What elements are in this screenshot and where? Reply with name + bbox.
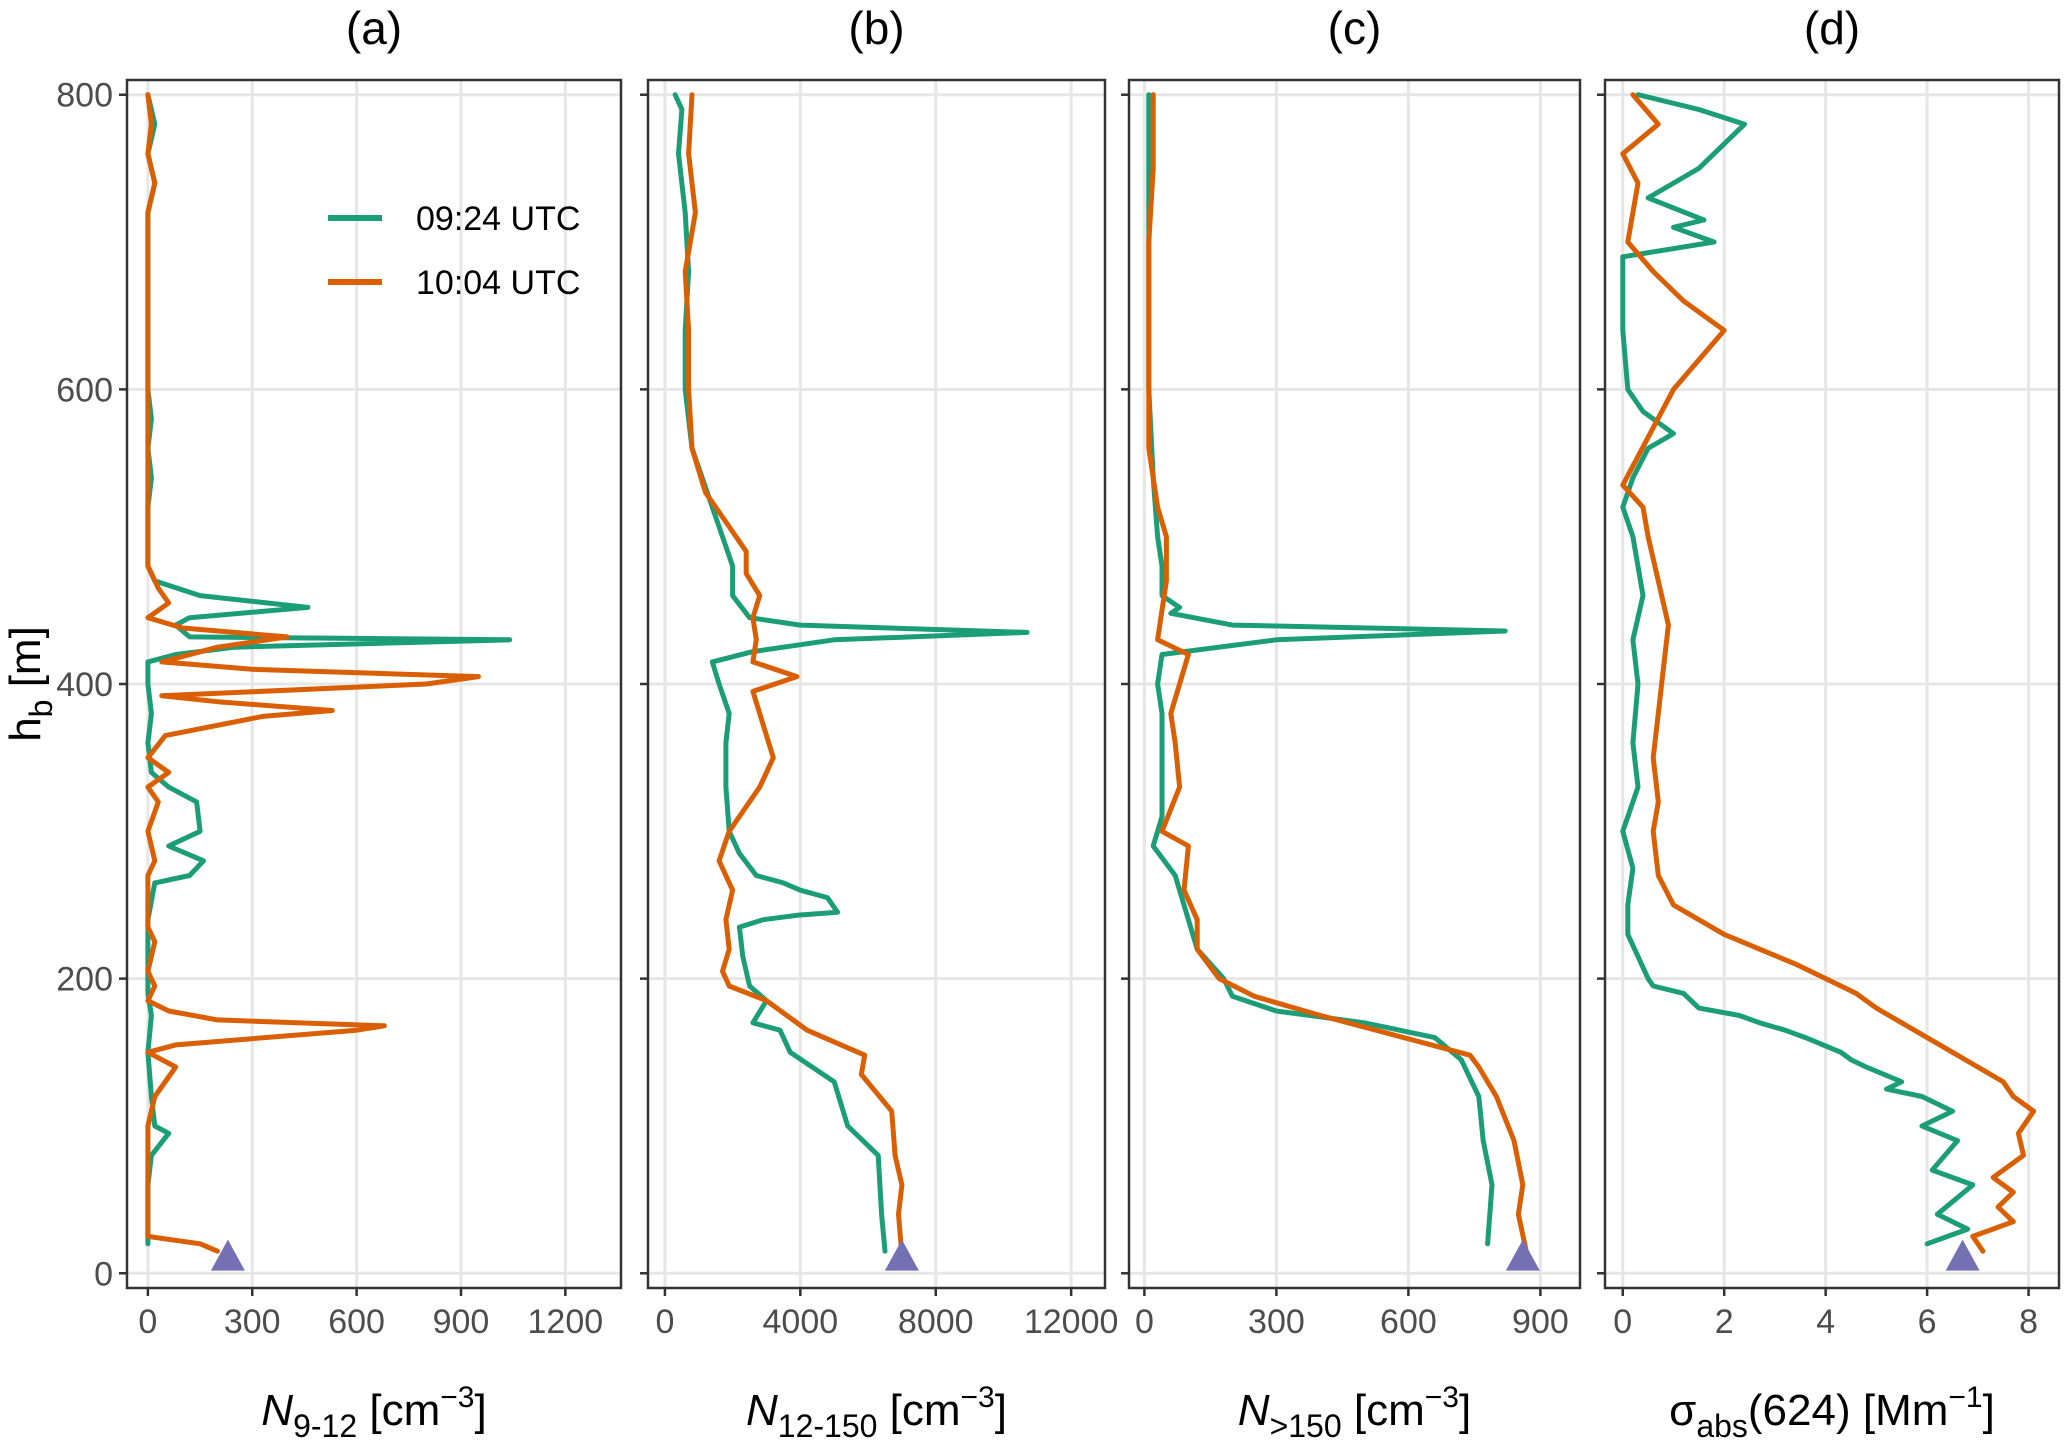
panel-b-xlabel: N12-150 [cm−3] — [746, 1381, 1007, 1440]
panel-a-xtick-label: 600 — [328, 1303, 385, 1341]
ytick-label: 0 — [94, 1255, 113, 1293]
series-layer — [145, 92, 2037, 1271]
panel-c-series-0924 — [1146, 92, 1508, 1247]
panel-c-series-1004 — [1146, 92, 1530, 1259]
legend-label-0: 09:24 UTC — [416, 200, 580, 238]
panel-d-title: (d) — [1804, 2, 1860, 54]
panel-c-frame — [1127, 78, 1582, 1290]
panel-d-xtick-label: 2 — [1715, 1303, 1734, 1341]
panel-c-xtick-label: 900 — [1512, 1303, 1569, 1341]
panel-d-series-0924 — [1620, 92, 1976, 1247]
legend: 09:24 UTC 10:04 UTC — [328, 200, 580, 302]
panel-b-xtick-label: 12000 — [1024, 1303, 1119, 1341]
panel-b-title: (b) — [848, 2, 904, 54]
panel-a-xtick-label: 900 — [433, 1303, 490, 1341]
panel-c-surface-marker — [1505, 1239, 1540, 1271]
panel-c-xtick-label: 600 — [1380, 1303, 1437, 1341]
panel-b-xtick-label: 8000 — [898, 1303, 974, 1341]
panel-a-surface-marker — [210, 1239, 245, 1271]
ytick-label: 400 — [56, 666, 113, 704]
panel-d-xtick-label: 8 — [2019, 1303, 2038, 1341]
panel-a-title: (a) — [346, 2, 402, 54]
panel-d-xtick-label: 0 — [1613, 1303, 1632, 1341]
ytick-label: 200 — [56, 961, 113, 999]
panel-b-series-1004 — [682, 92, 905, 1259]
panel-b-xtick-label: 4000 — [763, 1303, 839, 1341]
panel-a-xtick-label: 1200 — [528, 1303, 604, 1341]
panel-c-xtick-label: 300 — [1248, 1303, 1305, 1341]
panel-b-xtick-label: 0 — [655, 1303, 674, 1341]
ytick-label: 800 — [56, 77, 113, 115]
panel-a-xlabel: N9-12 [cm−3] — [261, 1381, 486, 1440]
panel-d-frame — [1603, 78, 2061, 1290]
legend-label-1: 10:04 UTC — [416, 264, 580, 302]
panel-d-series-1004 — [1620, 92, 2037, 1254]
panel-b-surface-marker — [884, 1239, 919, 1271]
ytick-label: 600 — [56, 371, 113, 409]
panel-c-title: (c) — [1328, 2, 1382, 54]
panel-a-series-1004 — [145, 92, 481, 1254]
panel-a-frame — [125, 78, 623, 1290]
panel-d-xlabel: σabs(624) [Mm−1] — [1669, 1381, 1995, 1440]
frame-layer — [119, 78, 2061, 1296]
panel-b-frame — [646, 78, 1107, 1290]
panel-d-xtick-label: 6 — [1918, 1303, 1937, 1341]
ylabel: hb [m] — [1, 626, 59, 742]
panel-a-xtick-label: 300 — [224, 1303, 281, 1341]
panel-b-series-0924 — [672, 92, 1030, 1254]
panel-d-xtick-label: 4 — [1816, 1303, 1835, 1341]
panel-a-xtick-label: 0 — [138, 1303, 157, 1341]
panel-d-surface-marker — [1945, 1239, 1980, 1271]
panel-c-xtick-label: 0 — [1135, 1303, 1154, 1341]
panel-c-xlabel: N>150 [cm−3] — [1238, 1381, 1471, 1440]
